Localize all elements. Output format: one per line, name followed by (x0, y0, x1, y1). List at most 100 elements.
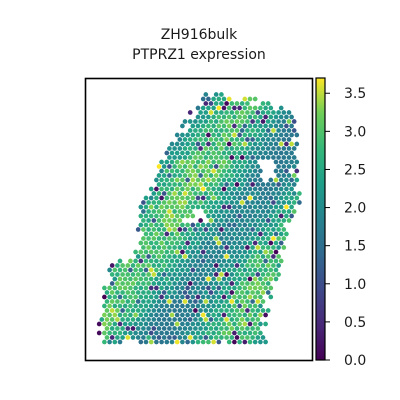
expression-spot (258, 187, 263, 192)
expression-spot (151, 335, 156, 340)
expression-spot (229, 110, 234, 115)
expression-spot (289, 196, 294, 201)
expression-spot (183, 317, 188, 322)
expression-spot (154, 196, 159, 201)
expression-spot (151, 236, 156, 241)
expression-spot (222, 133, 227, 138)
expression-spot (266, 155, 271, 160)
expression-spot (115, 281, 120, 286)
expression-spot (235, 335, 240, 340)
expression-spot (206, 223, 211, 228)
expression-spot (245, 101, 250, 106)
expression-spot (255, 182, 260, 187)
expression-spot (175, 196, 180, 201)
expression-spot (276, 245, 281, 250)
expression-spot (133, 295, 138, 300)
expression-spot (258, 196, 263, 201)
expression-spot (120, 326, 125, 331)
expression-spot (232, 259, 237, 264)
expression-spot (203, 335, 208, 340)
expression-spot (201, 286, 206, 291)
expression-spot (214, 335, 219, 340)
expression-spot (268, 295, 273, 300)
expression-spot (177, 173, 182, 178)
expression-spot (149, 322, 154, 327)
expression-spot (292, 146, 297, 151)
expression-spot (268, 178, 273, 183)
expression-spot (263, 340, 268, 345)
expression-spot (268, 277, 273, 282)
expression-spot (261, 299, 266, 304)
expression-spot (250, 308, 255, 313)
expression-spot (227, 241, 232, 246)
expression-spot (201, 142, 206, 147)
expression-spot (235, 164, 240, 169)
expression-spot (209, 299, 214, 304)
expression-spot (151, 218, 156, 223)
expression-spot (211, 322, 216, 327)
expression-spot (224, 218, 229, 223)
expression-spot (164, 232, 169, 237)
expression-spot (274, 187, 279, 192)
expression-spot (209, 200, 214, 205)
expression-spot (219, 227, 224, 232)
expression-spot (193, 164, 198, 169)
expression-spot (266, 245, 271, 250)
expression-spot (242, 322, 247, 327)
expression-spot (128, 313, 133, 318)
expression-spot (263, 124, 268, 129)
expression-spot (274, 124, 279, 129)
expression-spot (112, 268, 117, 273)
expression-spot (102, 322, 107, 327)
expression-spot (219, 119, 224, 124)
expression-spot (154, 340, 159, 345)
expression-spot (253, 106, 258, 111)
expression-spot (253, 268, 258, 273)
expression-spot (180, 322, 185, 327)
expression-spot (287, 209, 292, 214)
expression-spot (206, 169, 211, 174)
expression-spot (138, 259, 143, 264)
expression-spot (240, 308, 245, 313)
expression-spot (250, 245, 255, 250)
expression-spot (276, 272, 281, 277)
expression-spot (214, 308, 219, 313)
expression-spot (227, 124, 232, 129)
expression-spot (201, 313, 206, 318)
expression-spot (255, 110, 260, 115)
expression-spot (232, 250, 237, 255)
expression-spot (118, 277, 123, 282)
expression-spot (201, 124, 206, 129)
expression-spot (183, 254, 188, 259)
expression-spot (266, 281, 271, 286)
expression-spot (167, 218, 172, 223)
expression-spot (227, 340, 232, 345)
expression-spot (281, 164, 286, 169)
expression-spot (274, 241, 279, 246)
expression-spot (222, 286, 227, 291)
expression-spot (245, 137, 250, 142)
expression-spot (242, 97, 247, 102)
expression-spot (216, 331, 221, 336)
expression-spot (141, 200, 146, 205)
expression-spot (240, 209, 245, 214)
expression-spot (211, 259, 216, 264)
expression-spot (209, 290, 214, 295)
expression-spot (263, 286, 268, 291)
expression-spot (242, 115, 247, 120)
expression-spot (141, 317, 146, 322)
expression-spot (157, 335, 162, 340)
expression-spot (133, 304, 138, 309)
expression-spot (245, 110, 250, 115)
expression-spot (227, 268, 232, 273)
expression-spot (211, 169, 216, 174)
expression-spot (151, 227, 156, 232)
expression-spot (258, 277, 263, 282)
expression-spot (229, 182, 234, 187)
expression-spot (136, 272, 141, 277)
expression-spot (198, 245, 203, 250)
expression-spot (201, 331, 206, 336)
expression-spot (149, 241, 154, 246)
expression-spot (268, 214, 273, 219)
